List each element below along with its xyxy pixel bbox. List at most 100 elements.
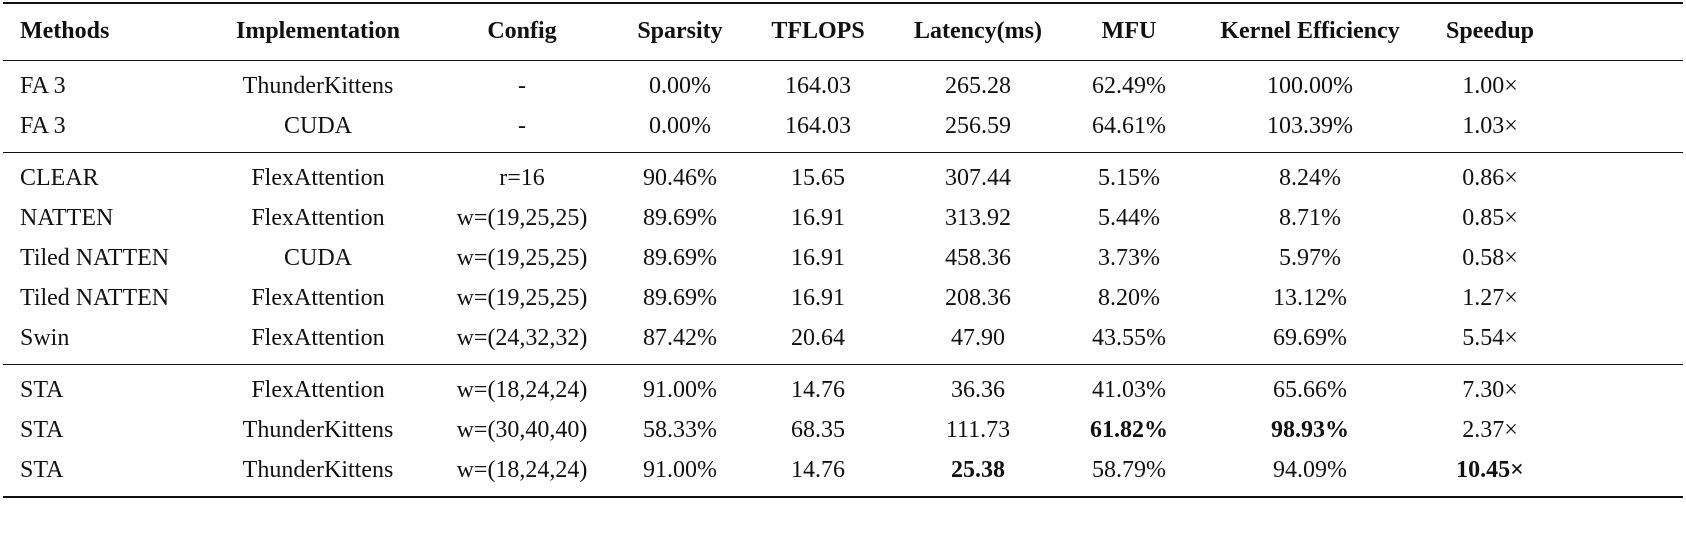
top-rule xyxy=(3,2,1683,4)
cell: 5.44% xyxy=(1098,205,1160,231)
cell: FlexAttention xyxy=(251,377,385,403)
cell: 36.36 xyxy=(951,377,1005,403)
header-cell: Speedup xyxy=(1445,18,1535,44)
cell: 458.36 xyxy=(945,245,1011,271)
cell: STA xyxy=(20,417,64,443)
cell: 3.73% xyxy=(1098,245,1160,271)
bottom-rule xyxy=(3,496,1683,498)
cell: ThunderKittens xyxy=(242,457,394,483)
cell: 8.20% xyxy=(1098,285,1160,311)
cell: 62.49% xyxy=(1092,73,1166,99)
cell: STA xyxy=(20,457,64,483)
cell: 90.46% xyxy=(643,165,717,191)
cell: FlexAttention xyxy=(251,325,385,351)
cell: 208.36 xyxy=(945,285,1011,311)
cell: 2.37× xyxy=(1462,417,1518,443)
cell: 98.93% xyxy=(1271,417,1349,443)
cell: w=(24,32,32) xyxy=(456,325,588,351)
header-rule xyxy=(3,60,1683,61)
cell: 91.00% xyxy=(643,377,717,403)
cell: 8.24% xyxy=(1279,165,1341,191)
cell: Tiled NATTEN xyxy=(20,285,170,311)
cell: 20.64 xyxy=(791,325,845,351)
cell: 14.76 xyxy=(791,377,845,403)
cell: 68.35 xyxy=(791,417,845,443)
cell: 1.03× xyxy=(1462,113,1518,139)
cell: 5.15% xyxy=(1098,165,1160,191)
cell: w=(30,40,40) xyxy=(456,417,588,443)
cell: 0.00% xyxy=(649,73,711,99)
cell: 64.61% xyxy=(1092,113,1166,139)
cell: ThunderKittens xyxy=(242,417,394,443)
header-cell: Latency(ms) xyxy=(914,18,1042,44)
cell: 58.33% xyxy=(643,417,717,443)
cell: 89.69% xyxy=(643,285,717,311)
cell: 265.28 xyxy=(945,73,1011,99)
cell: 94.09% xyxy=(1273,457,1347,483)
header-cell: Config xyxy=(487,18,557,44)
cell: 0.86× xyxy=(1462,165,1518,191)
cell: 164.03 xyxy=(785,113,851,139)
cell: 10.45× xyxy=(1456,457,1524,483)
cell: 47.90 xyxy=(951,325,1005,351)
cell: Swin xyxy=(20,325,70,351)
cell: FA 3 xyxy=(20,113,66,139)
cell: 15.65 xyxy=(791,165,845,191)
cell: 58.79% xyxy=(1092,457,1166,483)
cell: 5.97% xyxy=(1279,245,1341,271)
cell: 65.66% xyxy=(1273,377,1347,403)
cell: w=(19,25,25) xyxy=(456,245,588,271)
cell: 0.58× xyxy=(1462,245,1518,271)
cell: 87.42% xyxy=(643,325,717,351)
cell: 89.69% xyxy=(643,205,717,231)
cell: 61.82% xyxy=(1090,417,1168,443)
cell: 91.00% xyxy=(643,457,717,483)
cell: FlexAttention xyxy=(251,285,385,311)
cell: - xyxy=(518,73,526,99)
cell: CUDA xyxy=(283,113,353,139)
cell: 0.85× xyxy=(1462,205,1518,231)
cell: 1.27× xyxy=(1462,285,1518,311)
header-cell: Kernel Efficiency xyxy=(1220,18,1400,44)
cell: 43.55% xyxy=(1092,325,1166,351)
cell: NATTEN xyxy=(20,205,114,231)
cell: 16.91 xyxy=(791,285,845,311)
header-cell: TFLOPS xyxy=(771,18,865,44)
cell: CUDA xyxy=(283,245,353,271)
cell: 14.76 xyxy=(791,457,845,483)
cell: 111.73 xyxy=(945,417,1011,443)
cell: 7.30× xyxy=(1462,377,1518,403)
cell: 89.69% xyxy=(643,245,717,271)
cell: 41.03% xyxy=(1092,377,1166,403)
cell: w=(19,25,25) xyxy=(456,285,588,311)
header-cell: MFU xyxy=(1101,18,1157,44)
cell: 256.59 xyxy=(945,113,1011,139)
cell: 5.54× xyxy=(1462,325,1518,351)
group-rule xyxy=(3,152,1683,153)
cell: 16.91 xyxy=(791,205,845,231)
cell: 313.92 xyxy=(945,205,1011,231)
cell: 25.38 xyxy=(951,457,1005,483)
cell: 100.00% xyxy=(1267,73,1353,99)
cell: 164.03 xyxy=(785,73,851,99)
cell: w=(19,25,25) xyxy=(456,205,588,231)
cell: r=16 xyxy=(499,165,545,191)
header-cell: Sparsity xyxy=(637,18,723,44)
cell: 1.00× xyxy=(1462,73,1518,99)
cell: 103.39% xyxy=(1267,113,1353,139)
cell: 69.69% xyxy=(1273,325,1347,351)
cell: STA xyxy=(20,377,64,403)
header-cell: Methods xyxy=(20,18,110,44)
cell: FlexAttention xyxy=(251,205,385,231)
cell: Tiled NATTEN xyxy=(20,245,170,271)
cell: 16.91 xyxy=(791,245,845,271)
header-cell: Implementation xyxy=(236,18,400,44)
cell: ThunderKittens xyxy=(242,73,394,99)
cell: 307.44 xyxy=(945,165,1011,191)
cell: w=(18,24,24) xyxy=(456,457,588,483)
cell: FlexAttention xyxy=(251,165,385,191)
cell: 8.71% xyxy=(1279,205,1341,231)
cell: - xyxy=(518,113,526,139)
cell: FA 3 xyxy=(20,73,66,99)
